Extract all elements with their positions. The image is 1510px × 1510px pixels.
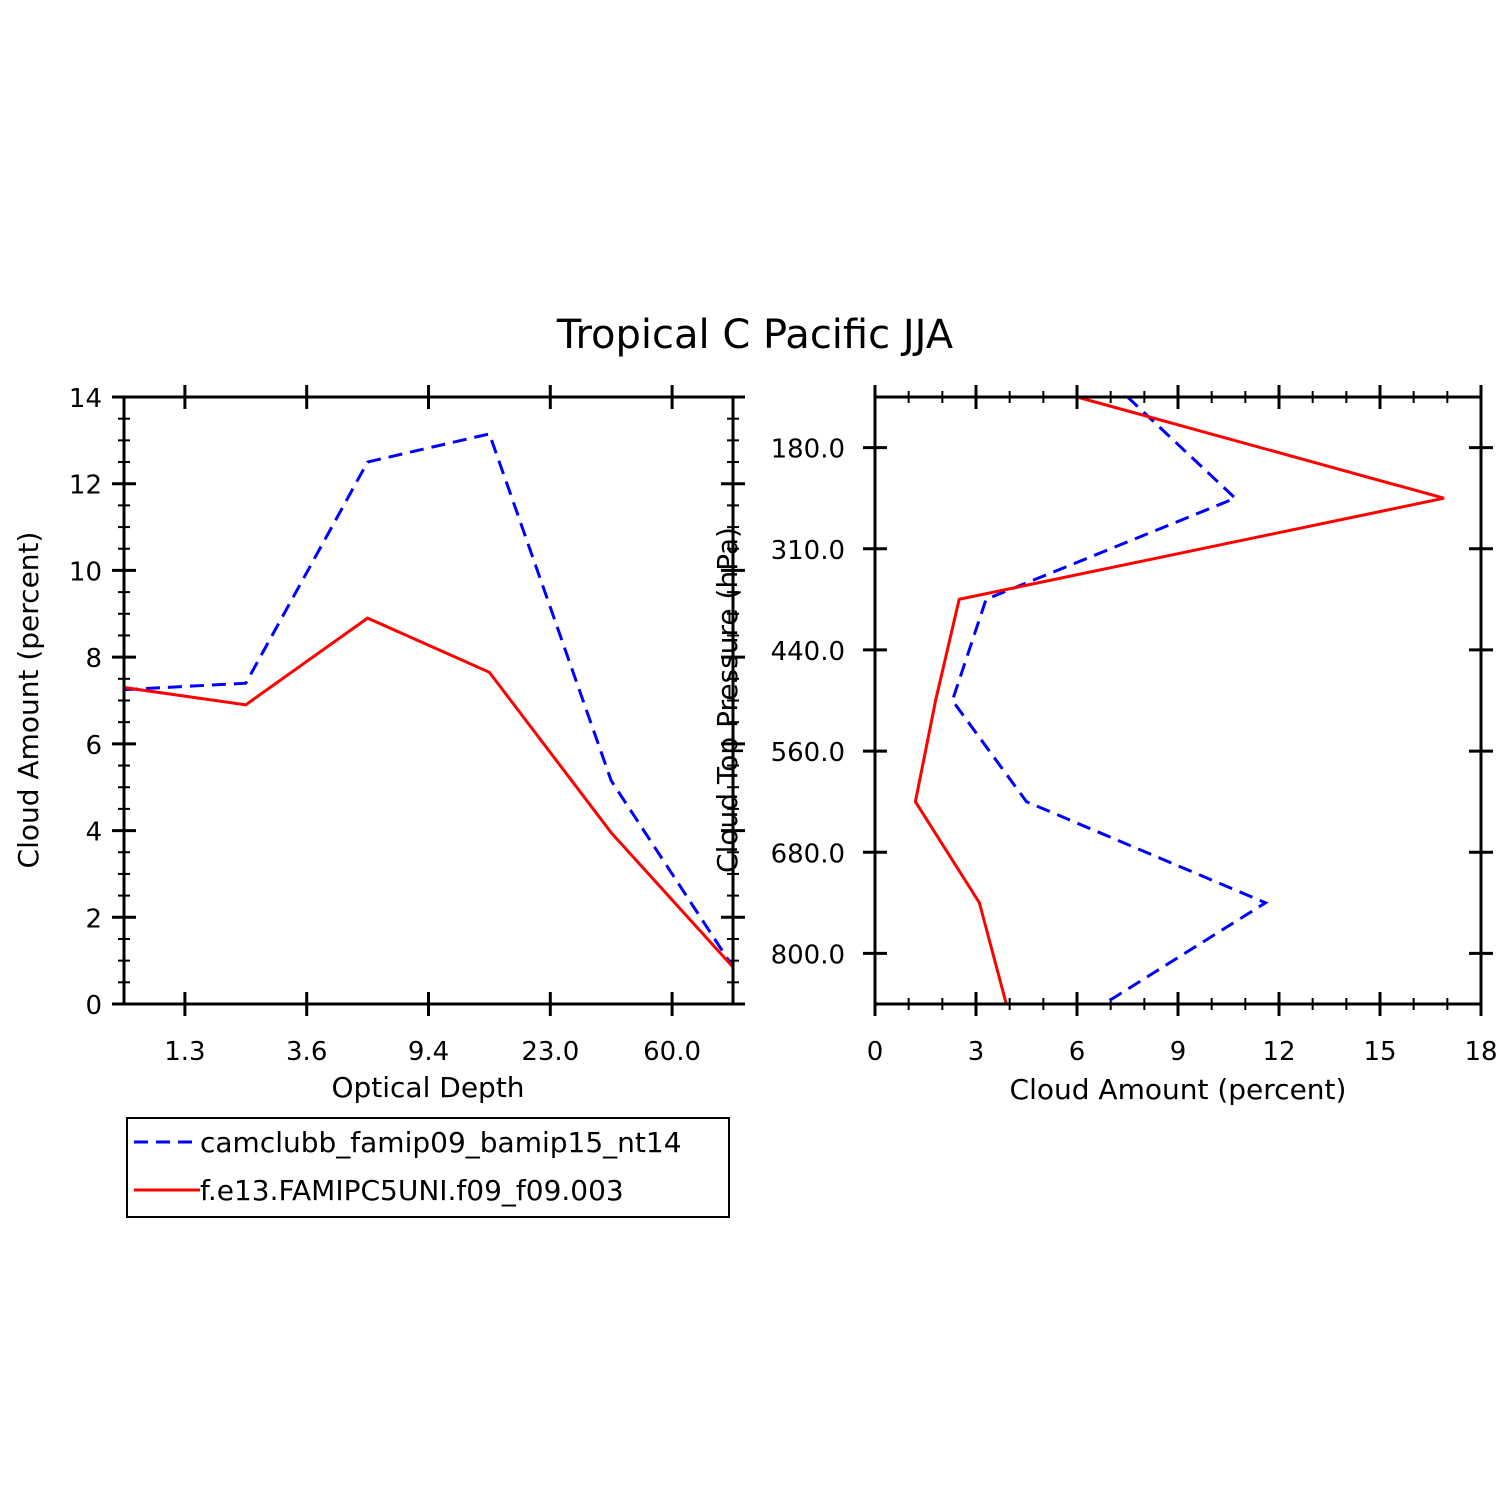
left-y-axis-label: Cloud Amount (percent) (12, 532, 45, 869)
left-x-tick-label: 3.6 (286, 1037, 327, 1067)
right-x-tick-label: 12 (1262, 1037, 1295, 1067)
left-x-axis-label: Optical Depth (331, 1071, 524, 1104)
left-x-tick-label: 9.4 (408, 1037, 449, 1067)
left-x-tick-label: 60.0 (643, 1037, 701, 1067)
right-x-axis-label: Cloud Amount (percent) (1010, 1073, 1347, 1106)
right-x-tick-label: 9 (1170, 1037, 1187, 1067)
left-y-tick-label: 2 (85, 904, 102, 934)
right-y-axis-label: Cloud Top Pressure (hPa) (711, 527, 744, 873)
left-series-fe13 (123, 616, 735, 969)
left-y-tick-label: 14 (69, 384, 102, 414)
left-y-tick-label: 0 (85, 991, 102, 1021)
left-y-tick-label: 4 (85, 818, 102, 848)
right-series-fe13 (913, 395, 1445, 1005)
right-y-tick-label: 560.0 (771, 738, 845, 768)
right-y-tick-label: 440.0 (771, 637, 845, 667)
right-x-tick-label: 6 (1069, 1037, 1086, 1067)
legend-box (126, 1117, 730, 1218)
left-y-tick-label: 12 (69, 471, 102, 501)
right-x-tick-label: 15 (1363, 1037, 1396, 1067)
left-x-tick-label: 1.3 (164, 1037, 205, 1067)
left-y-tick-label: 10 (69, 557, 102, 587)
left-series-camclubb (123, 432, 735, 968)
left-chart-panel: 0 2 4 6 8 10 12 14 1.3 3.6 9.4 23.0 60.0 Optical Dep… (12, 384, 745, 1104)
right-y-tick-label: 800.0 (771, 940, 845, 970)
right-x-tick-label: 0 (867, 1037, 884, 1067)
right-chart-panel: 0 3 6 9 12 15 18 180.0 310.0 440.0 560.0 680.0 800.0… (711, 385, 1498, 1106)
left-plot-frame (122, 395, 735, 1006)
legend-label-fe13: f.e13.FAMIPC5UNI.f09_f09.003 (200, 1174, 624, 1207)
left-y-tick-label: 8 (85, 644, 102, 674)
right-x-tick-label: 18 (1464, 1037, 1497, 1067)
right-y-tick-label: 180.0 (771, 435, 845, 465)
chart-title: Tropical C Pacific JJA (556, 312, 954, 358)
legend: camclubb_famip09_bamip15_nt14 f.e13.FAMI… (126, 1117, 730, 1218)
left-y-tick-label: 6 (85, 731, 102, 761)
right-series-camclubb (950, 395, 1269, 1006)
left-x-tick-label: 23.0 (521, 1037, 579, 1067)
right-plot-frame (873, 395, 1483, 1006)
legend-label-camclubb: camclubb_famip09_bamip15_nt14 (200, 1126, 682, 1159)
right-y-tick-label: 680.0 (771, 839, 845, 869)
right-x-tick-label: 3 (968, 1037, 985, 1067)
right-y-tick-label: 310.0 (771, 536, 845, 566)
